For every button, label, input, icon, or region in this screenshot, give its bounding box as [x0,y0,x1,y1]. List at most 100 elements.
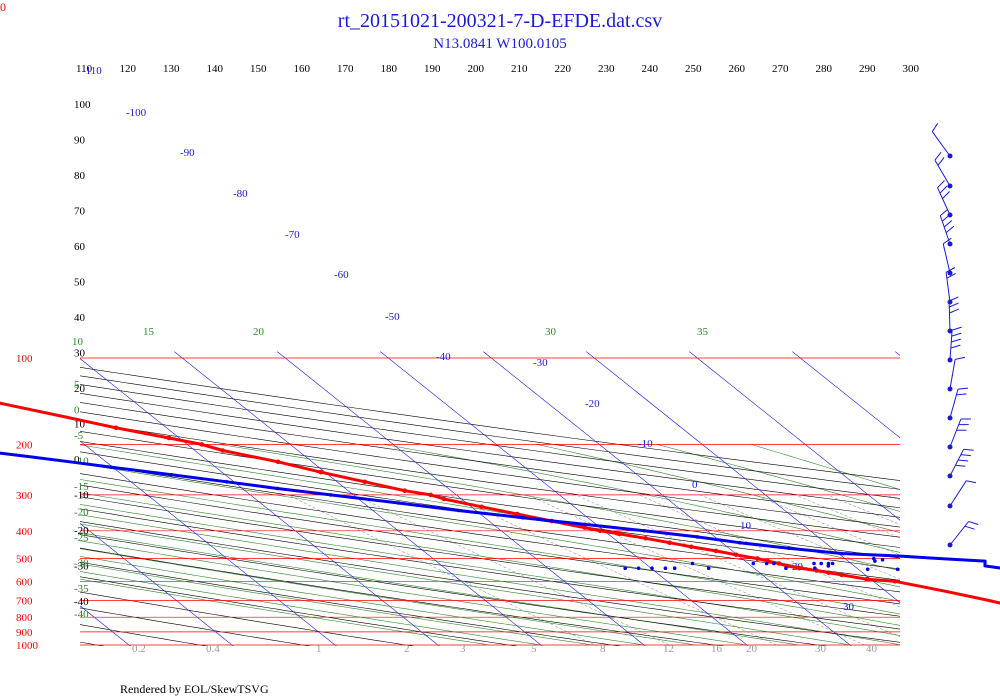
wind-barb-feather [958,459,969,462]
theta-left-label: 60 [74,241,86,253]
isotherm-label: -100 [126,107,147,119]
moist-left-label: -40 [74,609,89,621]
theta-label: 280 [816,63,833,75]
theta-left-label: 30 [74,348,86,360]
temperature-point [864,576,869,582]
isotherm-label: -20 [585,398,600,410]
dry-adiabat-line [80,375,900,490]
isotherm-label: -90 [180,147,195,159]
theta-left-label: -20 [74,525,89,537]
temperature-point [166,435,172,441]
dewpoint-scatter-point [772,561,776,566]
moist-left-label: -30 [74,558,89,570]
pressure-label: 700 [16,596,33,608]
theta-label: 190 [424,63,441,75]
wind-barb-feather [943,220,953,228]
dewpoint-point [583,522,587,527]
dewpoint-scatter-point [764,561,769,566]
mixing-ratio-lines [288,494,900,646]
theta-left-label: -40 [74,596,89,608]
dry-adiabat-line [80,421,900,538]
theta-label: 140 [207,63,224,75]
theta-left-label: 40 [74,312,86,324]
dry-adiabat-line [80,591,415,646]
isotherm-line [80,358,440,646]
chart-title: rt_20151021-200321-7-D-EFDE.dat.csv [337,10,663,32]
temperature-point [617,531,622,537]
theta-left-label: -10 [74,490,89,502]
temperature-point [892,579,898,584]
wind-barb-feather [957,387,969,390]
pressure-label: 300 [16,490,33,502]
wind-barb-feather [948,296,959,302]
theta-left-label: -30 [74,561,89,573]
moist-adiabat-line [657,444,900,512]
dewpoint-scatter-point [819,561,823,566]
theta-label: 240 [642,63,659,75]
dewpoint-point [521,515,525,520]
dewpoint-point [456,508,461,513]
isotherm-label: 30 [843,601,855,613]
moist-adiabat-line [80,540,748,646]
dry-adiabat-line [80,561,621,646]
dewpoint-line [0,451,1000,570]
dewpoint-point [642,529,647,533]
isotherm-line [80,440,337,646]
theta-label: 290 [859,63,876,75]
wind-barb-feather [945,225,955,233]
moist-left-label: -20 [74,507,89,519]
dewpoint-scatter-point [784,566,788,570]
moist-left-label: -25 [74,532,89,544]
theta-label: 270 [772,63,789,75]
moist-adiabat-line [537,444,900,533]
isotherm-label: -80 [233,188,248,200]
wind-barb-feather [934,151,942,161]
wind-barb-staff [942,243,951,274]
wind-barb-staff [949,418,962,448]
mixing-ratio-line [699,494,900,580]
mixing-ratio-label: 20 [746,643,758,655]
dewpoint-scatter-point [650,566,654,570]
mixing-ratio-line [449,494,780,646]
wind-barb-feather [950,344,961,349]
dewpoint-scatter-point [813,566,817,570]
dewpoint-point [169,472,174,477]
isotherm-line [380,351,749,646]
isotherm-line [586,351,900,603]
moist-label: 35 [697,326,709,338]
theta-left-label: 100 [74,99,91,111]
wind-barb-feather [956,393,967,396]
dewpoint-point [275,486,280,491]
dry-adiabat-line [80,576,518,646]
theta-label: 250 [685,63,702,75]
pressure-label: 900 [16,627,33,639]
moist-left-label: -15 [74,481,89,493]
temperature-point [755,556,760,561]
pressure-label: 100 [16,353,33,365]
mixing-ratio-label: 0.4 [206,643,220,655]
isobars [80,357,900,646]
temperature-point [402,488,408,494]
isotherm-line [80,523,234,646]
temperature-point [199,442,204,447]
temperature-point [667,540,672,545]
isotherms [80,351,900,646]
mixing-ratio-label: 1 [316,643,322,655]
dry-adiabat-line [80,473,900,593]
wind-barb-feather [949,302,959,308]
mixing-ratio-line [886,494,900,501]
theta-left-label: 0 [74,454,80,466]
moist-adiabat-line [219,444,900,571]
wind-barbs [931,123,979,548]
dewpoint-point [396,501,401,505]
wind-barb-staff [949,359,956,390]
dewpoint-scatter-point [873,559,877,563]
wind-barb-feather [951,332,962,337]
temperature-point [839,572,844,578]
isotherm-label: -110 [82,65,102,77]
theta-label: 180 [381,63,398,75]
mixing-ratio-label: 30 [815,643,827,655]
dry-adiabat-line [80,384,900,499]
pressure-label: 400 [16,526,33,538]
dewpoint-scatter-point [830,561,835,566]
